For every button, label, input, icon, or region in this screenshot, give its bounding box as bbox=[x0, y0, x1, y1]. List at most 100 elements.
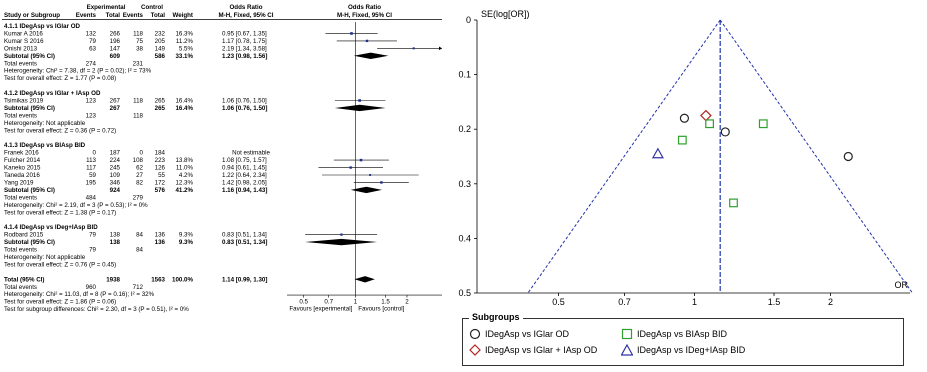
ctrl-total: 149 bbox=[155, 45, 166, 52]
y-tick-label: 0.4 bbox=[458, 233, 471, 243]
exp-total: 266 bbox=[110, 30, 121, 37]
exp-total: 267 bbox=[110, 98, 121, 105]
ctrl-events: 118 bbox=[133, 98, 143, 105]
row-label: Kaneko 2015 bbox=[4, 165, 41, 172]
legend-item-1: IDegAsp vs IGlar + IAsp OD bbox=[469, 344, 597, 356]
ctrl-events: 712 bbox=[133, 284, 144, 291]
study-point bbox=[358, 99, 361, 102]
row-label: 4.1.1 IDegAsp vs IGlar OD bbox=[4, 23, 81, 30]
row-label: Total events bbox=[4, 112, 37, 119]
y-tick-label: 0.3 bbox=[458, 179, 471, 189]
funnel-right-line bbox=[719, 19, 913, 294]
row-label: Test for overall effect: Z = 1.86 (P = 0… bbox=[4, 299, 116, 306]
row-label: Fulcher 2014 bbox=[4, 157, 41, 164]
row-label: Total events bbox=[4, 247, 37, 254]
row-weight: 9.3% bbox=[179, 239, 194, 246]
ctrl-total: 136 bbox=[155, 232, 166, 239]
ctrl-events: 84 bbox=[136, 247, 143, 254]
row-ci: 0.83 [0.51, 1.34] bbox=[222, 239, 267, 246]
exp-events: 123 bbox=[86, 98, 97, 105]
pooled-diamond bbox=[305, 238, 378, 246]
row-ci: 1.16 [0.94, 1.43] bbox=[222, 187, 267, 194]
row-label: 4.1.3 IDegAsp vs BIAsp BID bbox=[4, 142, 86, 149]
x-tick-label: 1 bbox=[692, 297, 697, 307]
row-label: 4.1.2 IDegAsp vs IGlar + IAsp OD bbox=[4, 90, 101, 97]
row-ci: 1.23 [0.98, 1.56] bbox=[222, 53, 267, 60]
row-label: Taneda 2016 bbox=[4, 172, 40, 179]
exp-total: 109 bbox=[110, 172, 121, 179]
funnel-point-square bbox=[677, 135, 687, 145]
ctrl-total: 184 bbox=[155, 150, 166, 157]
exp-total: 924 bbox=[110, 187, 121, 194]
study-point bbox=[340, 233, 343, 236]
row-ci: 1.06 [0.76, 1.50] bbox=[222, 98, 267, 105]
ctrl-total: 223 bbox=[155, 157, 166, 164]
triangle-marker-icon bbox=[621, 344, 633, 356]
legend-label: IDegAsp vs IGlar + IAsp OD bbox=[485, 345, 598, 355]
exp-events: 274 bbox=[86, 60, 97, 67]
ctrl-total: 1563 bbox=[151, 276, 165, 283]
row-label: Heterogeneity: Chi² = 7.38, df = 2 (P = … bbox=[4, 68, 152, 75]
funnel-point-square bbox=[705, 119, 714, 129]
ctrl-events: 82 bbox=[136, 179, 143, 186]
x-tick-label: 0.7 bbox=[324, 299, 333, 306]
x-tick-label: 2 bbox=[828, 297, 833, 307]
row-ci: 1.06 [0.76, 1.50] bbox=[222, 105, 267, 112]
header-total: Total bbox=[151, 12, 166, 19]
exp-events: 960 bbox=[86, 284, 97, 291]
row-label: Kumar A 2016 bbox=[4, 30, 43, 37]
row-label: Total events bbox=[4, 60, 37, 67]
exp-total: 187 bbox=[110, 150, 121, 157]
row-weight: 5.5% bbox=[179, 45, 194, 52]
row-ci: 1.08 [0.75, 1.57] bbox=[222, 157, 267, 164]
ctrl-events: 38 bbox=[136, 45, 143, 52]
header-or-text-sub: M-H, Fixed, 95% CI bbox=[218, 12, 273, 19]
row-label: Subtotal (95% CI) bbox=[4, 53, 55, 60]
y-tick-label: 0.5 bbox=[458, 288, 471, 298]
exp-total: 346 bbox=[110, 179, 121, 186]
header-weight: Weight bbox=[172, 12, 193, 19]
legend-label: IDegAsp vs IDeg+IAsp BID bbox=[637, 345, 746, 355]
legend-label: IDegAsp vs IGlar OD bbox=[485, 329, 570, 339]
exp-events: 63 bbox=[89, 45, 96, 52]
exp-total: 245 bbox=[110, 165, 121, 172]
row-weight: 11.2% bbox=[176, 38, 194, 45]
x-tick-label: 1 bbox=[354, 299, 358, 306]
pooled-diamond bbox=[354, 276, 375, 283]
x-tick-label: 0.5 bbox=[299, 299, 308, 306]
exp-total: 138 bbox=[110, 239, 121, 246]
exp-total: 224 bbox=[110, 157, 121, 164]
study-point bbox=[349, 166, 352, 169]
row-label: Test for overall effect: Z = 1.77 (P = 0… bbox=[4, 75, 116, 82]
row-label: Subtotal (95% CI) bbox=[4, 187, 55, 194]
header-events: Events bbox=[123, 12, 144, 19]
header-study: Study or Subgroup bbox=[4, 12, 60, 19]
row-ci: 0.94 [0.61, 1.45] bbox=[222, 165, 267, 172]
pooled-diamond bbox=[350, 186, 382, 194]
favours-left: Favours [experimental] bbox=[289, 306, 352, 313]
ctrl-events: 0 bbox=[140, 150, 144, 157]
header-events: Events bbox=[76, 12, 97, 19]
forest-plot: Experimental Control Odds Ratio Odds Ratio S… bbox=[2, 4, 442, 313]
row-label: Kumar S 2016 bbox=[4, 38, 44, 45]
row-label: Yang 2019 bbox=[4, 179, 34, 186]
row-ci: 1.17 [0.78, 1.75] bbox=[222, 38, 267, 45]
row-label: Heterogeneity: Chi² = 2.19, df = 3 (P = … bbox=[4, 202, 148, 209]
diamond-marker-icon bbox=[469, 344, 481, 356]
exp-events: 123 bbox=[86, 112, 97, 119]
x-tick-label: 1.5 bbox=[381, 299, 390, 306]
funnel-point-diamond bbox=[700, 109, 712, 122]
row-weight: 11.0% bbox=[176, 165, 194, 172]
x-tick-label: 2 bbox=[405, 299, 409, 306]
ctrl-total: 576 bbox=[155, 187, 166, 194]
ctrl-events: 84 bbox=[136, 232, 143, 239]
favours-right: Favours [control] bbox=[358, 306, 404, 313]
legend-item-2: IDegAsp vs BIAsp BID bbox=[621, 328, 727, 340]
ctrl-total: 205 bbox=[155, 38, 166, 45]
ctrl-total: 172 bbox=[155, 179, 166, 186]
row-label: Total events bbox=[4, 194, 37, 201]
row-weight: 33.1% bbox=[175, 53, 193, 60]
legend-item-0: IDegAsp vs IGlar OD bbox=[469, 328, 569, 340]
ctrl-total: 55 bbox=[158, 172, 165, 179]
x-tick-label: 0.5 bbox=[552, 297, 565, 307]
